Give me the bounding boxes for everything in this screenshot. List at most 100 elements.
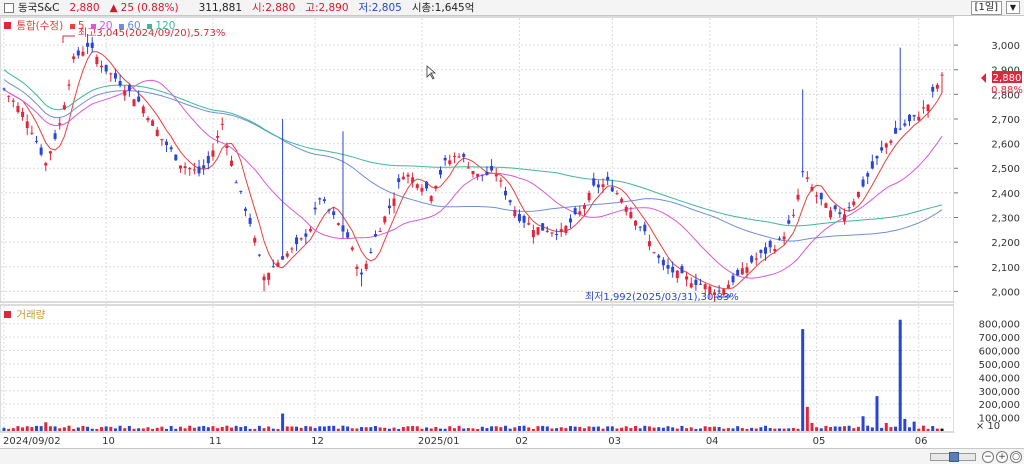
- candle-body: [940, 74, 944, 76]
- volume-bar: [671, 427, 675, 431]
- candle-body: [629, 212, 633, 218]
- volume-bar: [726, 428, 730, 431]
- candle-body: [564, 225, 568, 234]
- volume-bar: [290, 426, 294, 431]
- volume-value: 311,881: [198, 1, 243, 14]
- volume-bar: [777, 428, 781, 431]
- volume-bar: [703, 426, 707, 431]
- volume-bar: [197, 426, 201, 431]
- candle-body: [192, 169, 196, 171]
- volume-bar: [490, 426, 494, 431]
- candle-body: [267, 272, 271, 280]
- candle-body: [522, 216, 526, 223]
- volume-bar: [856, 426, 860, 431]
- volume-bar: [884, 422, 888, 431]
- candle-body: [587, 192, 591, 201]
- candle-body: [550, 232, 554, 234]
- volume-bar: [805, 406, 809, 431]
- volume-bar: [174, 428, 178, 431]
- volume-bar: [2, 427, 6, 431]
- volume-bar: [504, 425, 508, 431]
- stock-chart[interactable]: 3,0002,9002,8002,7002,6002,5002,4002,300…: [0, 0, 1024, 448]
- volume-bar: [731, 428, 735, 431]
- candle-body: [736, 269, 740, 276]
- price-tick-label: 2,200: [991, 238, 1020, 249]
- volume-bar: [782, 428, 786, 431]
- candle-body: [39, 147, 43, 155]
- candle-body: [11, 100, 15, 102]
- candle-body: [346, 232, 350, 238]
- menu-icon[interactable]: ▼: [1006, 1, 1020, 14]
- volume-bar: [58, 428, 62, 431]
- candle-body: [777, 238, 781, 240]
- low-price: 저:2,805: [358, 2, 402, 14]
- volume-bar: [25, 426, 29, 431]
- candle-body: [508, 200, 512, 203]
- volume-bar: [898, 319, 902, 431]
- volume-bar: [531, 428, 535, 431]
- zoom-slider[interactable]: [930, 452, 976, 462]
- volume-bar: [443, 428, 447, 431]
- candle-body: [935, 84, 939, 89]
- candle-body: [290, 248, 294, 250]
- candle-body: [764, 247, 768, 254]
- candle-body: [480, 174, 484, 176]
- volume-bar: [787, 428, 791, 431]
- volume-bar: [137, 428, 141, 431]
- candle-body: [931, 86, 935, 92]
- candle-body: [174, 154, 178, 161]
- volume-bar: [842, 426, 846, 431]
- volume-bar: [838, 426, 842, 431]
- candle-body: [397, 178, 401, 183]
- candle-body: [717, 290, 721, 292]
- volume-bar: [151, 428, 155, 431]
- zoom-reset-icon[interactable]: ○: [1010, 451, 1022, 463]
- candle-body: [373, 233, 377, 237]
- candle-body: [513, 210, 517, 217]
- candle-body: [132, 99, 136, 107]
- volume-bar: [90, 428, 94, 431]
- candle-body: [425, 181, 429, 189]
- volume-bar: [652, 427, 656, 431]
- volume-tick-label: 500,000: [979, 360, 1020, 371]
- candle-body: [44, 163, 48, 166]
- candle-body: [457, 156, 461, 158]
- candle-body: [109, 73, 113, 75]
- candle-body: [104, 64, 108, 72]
- candle-body: [601, 184, 605, 188]
- volume-bar: [935, 428, 939, 431]
- candle-body: [30, 132, 34, 134]
- candle-body: [197, 166, 201, 174]
- candle-body: [239, 190, 243, 192]
- candle-body: [852, 201, 856, 206]
- candle-body: [485, 171, 489, 175]
- candle-body: [276, 262, 280, 267]
- volume-bar: [624, 426, 628, 431]
- candle-body: [898, 128, 902, 130]
- stock-name: 동국S&C: [18, 2, 60, 14]
- candle-body: [921, 107, 925, 109]
- volume-bar: [722, 428, 726, 431]
- header-checkbox[interactable]: [4, 2, 14, 13]
- volume-bar: [712, 426, 716, 431]
- zoom-out-icon[interactable]: −: [982, 451, 994, 463]
- volume-bar: [569, 426, 573, 431]
- volume-bar: [889, 427, 893, 431]
- volume-bar: [852, 428, 856, 431]
- volume-bar: [573, 426, 577, 431]
- high-annotation-arrow-icon: [62, 35, 75, 43]
- volume-bar: [694, 428, 698, 431]
- volume-bar: [508, 428, 512, 431]
- price-tick-label: 2,100: [991, 263, 1020, 274]
- zoom-in-icon[interactable]: +: [996, 451, 1008, 463]
- candle-body: [801, 171, 805, 173]
- candle-body: [745, 267, 749, 273]
- candle-body: [712, 292, 716, 296]
- period-selector[interactable]: [1일]: [970, 1, 1002, 15]
- volume-bar: [587, 426, 591, 431]
- volume-bar: [39, 426, 43, 431]
- volume-bar: [346, 426, 350, 431]
- candle-body: [694, 279, 698, 285]
- volume-bar: [462, 428, 466, 431]
- zoom-slider-handle[interactable]: [949, 452, 959, 462]
